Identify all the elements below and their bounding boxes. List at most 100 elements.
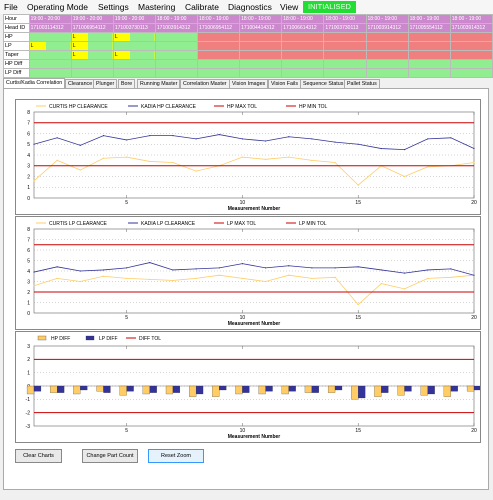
grid-cell[interactable] [449, 41, 493, 51]
menu-settings[interactable]: Settings [98, 2, 129, 12]
grid-cell[interactable]: L [70, 50, 114, 60]
grid-cell[interactable] [112, 41, 156, 51]
grid-cell[interactable]: 171003914312 [365, 23, 409, 33]
hp-clearance-chart[interactable]: 8 7 6 5 4 3 2 1 0 5 10 15 20 Measurement Number CURTIS… [15, 99, 481, 215]
grid-cell[interactable]: 171003114312 [28, 23, 72, 33]
tab-bore[interactable]: Bore [118, 79, 136, 88]
grid-cell[interactable] [449, 32, 493, 42]
tab-vision-images[interactable]: Vision Images [229, 79, 269, 88]
tab-curtis-kadia-correlation[interactable]: Curtis/Kadia Correlation [3, 78, 66, 88]
reset-zoom-button[interactable]: Reset Zoom [148, 449, 204, 463]
tab-vision-fails[interactable]: Vision Fails [268, 79, 301, 88]
grid-cell[interactable] [281, 68, 325, 78]
grid-cell[interactable] [28, 32, 72, 42]
grid-cell[interactable]: L [70, 32, 114, 42]
grid-cell[interactable] [281, 32, 325, 42]
change-part-count-button[interactable]: Change Part Count [82, 449, 138, 463]
grid-cell[interactable] [365, 68, 409, 78]
grid-cell[interactable] [239, 50, 283, 60]
grid-cell[interactable] [407, 59, 451, 69]
grid-cell[interactable] [239, 32, 283, 42]
grid-cell[interactable]: 171005554112 [407, 23, 451, 33]
menu-mastering[interactable]: Mastering [138, 2, 176, 12]
grid-cell[interactable] [407, 50, 451, 60]
grid-cell[interactable]: 19:00 - 20:00 [28, 14, 72, 24]
grid-cell[interactable] [197, 59, 241, 69]
grid-cell[interactable]: 18:00 - 19:00 [449, 14, 493, 24]
grid-cell[interactable] [197, 41, 241, 51]
grid-cell[interactable]: 18:00 - 19:00 [239, 14, 283, 24]
grid-cell[interactable] [154, 68, 199, 78]
clear-charts-button[interactable]: Clear Charts [15, 449, 62, 463]
grid-cell[interactable] [197, 32, 241, 42]
menu-operating-mode[interactable]: Operating Mode [27, 2, 88, 12]
grid-cell[interactable]: L [112, 32, 156, 42]
grid-cell[interactable] [407, 32, 451, 42]
grid-cell[interactable]: 171003914312 [449, 23, 493, 33]
grid-cell[interactable]: 18:00 - 19:00 [365, 14, 409, 24]
grid-cell[interactable] [449, 59, 493, 69]
tab-clearance[interactable]: Clearance [65, 79, 96, 88]
tab-pallet-status[interactable]: Pallet Status [344, 79, 380, 88]
grid-cell[interactable] [197, 50, 241, 60]
grid-cell[interactable]: 171006614312 [281, 23, 325, 33]
grid-cell[interactable] [239, 68, 283, 78]
grid-cell[interactable] [407, 68, 451, 78]
menu-view[interactable]: View [280, 2, 299, 12]
grid-cell[interactable] [449, 50, 493, 60]
grid-cell[interactable]: L [70, 41, 114, 51]
grid-cell[interactable] [323, 59, 367, 69]
grid-cell[interactable] [323, 32, 367, 42]
grid-cell[interactable]: 19:00 - 20:00 [70, 14, 114, 24]
grid-cell[interactable] [154, 32, 199, 42]
grid-cell[interactable] [281, 41, 325, 51]
grid-cell[interactable] [365, 41, 409, 51]
grid-cell[interactable] [28, 68, 72, 78]
grid-cell[interactable]: 171003730113 [323, 23, 367, 33]
grid-cell[interactable] [28, 59, 72, 69]
grid-cell[interactable] [449, 68, 493, 78]
grid-cell[interactable] [154, 50, 199, 60]
grid-cell[interactable] [239, 59, 283, 69]
grid-cell[interactable] [112, 68, 156, 78]
grid-cell[interactable]: L [28, 41, 72, 51]
grid-cell[interactable] [154, 41, 199, 51]
grid-cell[interactable]: 171006954112 [197, 23, 241, 33]
grid-cell[interactable] [281, 59, 325, 69]
grid-cell[interactable]: 171006954112 [70, 23, 114, 33]
lp-clearance-chart[interactable]: 8 7 6 5 4 3 2 1 0 5 10 15 20 Measurement Number CURTIS… [15, 216, 481, 330]
grid-cell[interactable]: 18:00 - 19:00 [281, 14, 325, 24]
grid-cell[interactable] [365, 59, 409, 69]
grid-cell[interactable]: 171004414312 [239, 23, 283, 33]
grid-cell[interactable] [197, 68, 241, 78]
grid-cell[interactable]: 18:00 - 19:00 [323, 14, 367, 24]
grid-cell[interactable]: 19:00 - 20:00 [112, 14, 156, 24]
tab-running-master[interactable]: Running Master [137, 79, 181, 88]
grid-cell[interactable]: 171003730113 [112, 23, 156, 33]
grid-cell[interactable] [407, 41, 451, 51]
grid-cell[interactable]: 171003914312 [154, 23, 199, 33]
tab-plunger[interactable]: Plunger [93, 79, 118, 88]
tab-sequence-status[interactable]: Sequence Status [300, 79, 347, 88]
menu-diagnostics[interactable]: Diagnostics [228, 2, 272, 12]
grid-cell[interactable] [323, 50, 367, 60]
menu-file[interactable]: File [4, 2, 18, 12]
grid-cell[interactable] [239, 41, 283, 51]
grid-cell[interactable] [70, 68, 114, 78]
grid-cell[interactable] [323, 68, 367, 78]
grid-cell[interactable] [112, 59, 156, 69]
grid-cell[interactable] [281, 50, 325, 60]
menu-calibrate[interactable]: Calibrate [185, 2, 220, 12]
grid-cell[interactable]: 18:00 - 19:00 [154, 14, 199, 24]
grid-cell[interactable] [365, 32, 409, 42]
grid-cell[interactable] [365, 50, 409, 60]
grid-cell[interactable] [70, 59, 114, 69]
grid-cell[interactable] [154, 59, 199, 69]
grid-cell[interactable]: L [112, 50, 156, 60]
grid-cell[interactable] [28, 50, 72, 60]
grid-cell[interactable]: 18:00 - 19:00 [407, 14, 451, 24]
grid-cell[interactable] [323, 41, 367, 51]
grid-cell[interactable]: 18:00 - 19:00 [197, 14, 241, 24]
tab-correlation-master[interactable]: Correlation Master [180, 79, 230, 88]
